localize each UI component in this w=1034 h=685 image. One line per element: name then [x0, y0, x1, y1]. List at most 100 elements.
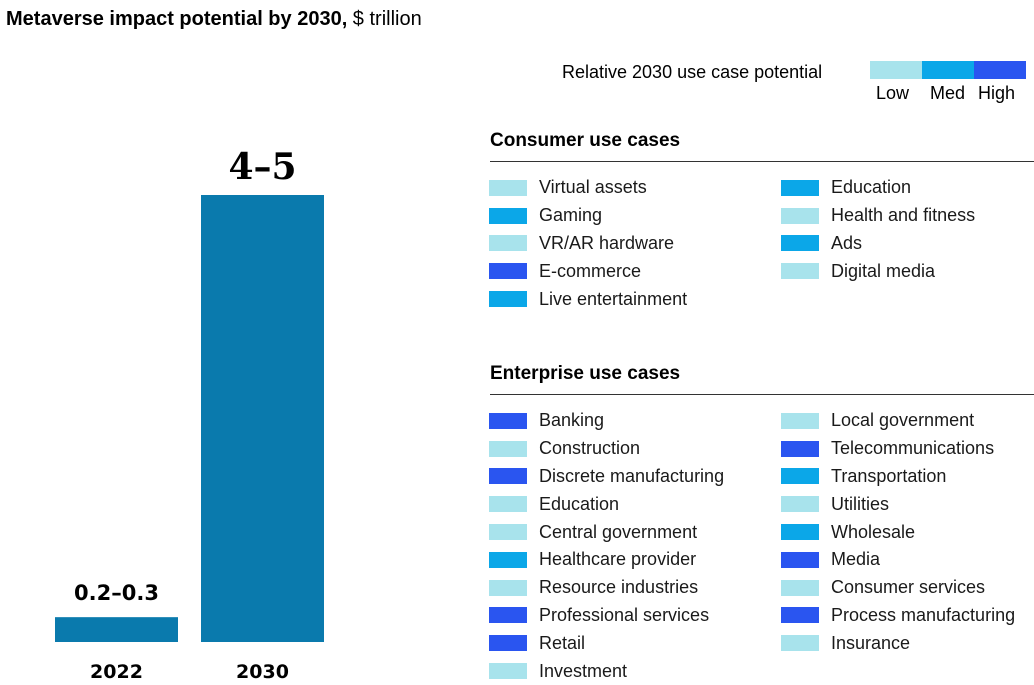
legend-item-label: Gaming [539, 205, 603, 226]
bar-chart: 0.2–0.3 2022 4–5 2030 [55, 146, 324, 683]
legend-item-label: Consumer services [831, 577, 986, 598]
swatch-high [489, 468, 527, 485]
scale-low-label: Low [876, 83, 910, 103]
enterprise-section-title: Enterprise use cases [490, 363, 681, 384]
legend-item-label: Digital media [831, 260, 936, 281]
bar-2022 [55, 617, 178, 642]
legend-item-label: Discrete manufacturing [539, 465, 725, 486]
swatch-high [781, 551, 819, 568]
swatch-low [781, 579, 819, 596]
potential-scale: Relative 2030 use case potential Low Med… [562, 60, 1034, 110]
bar-2030 [201, 195, 324, 642]
legend-item: Utilities [781, 490, 1034, 518]
swatch-low [489, 579, 527, 596]
legend-item-label: Local government [831, 410, 975, 431]
swatch-low [489, 663, 527, 680]
legend-item-label: Ads [831, 232, 863, 253]
legend-item-label: Investment [539, 660, 628, 681]
consumer-section-title: Consumer use cases [490, 130, 681, 151]
enterprise-divider [490, 394, 1034, 395]
legend-item-label: Virtual assets [539, 177, 647, 198]
swatch-low [781, 635, 819, 652]
swatch-low [781, 496, 819, 513]
legend-item-label: Health and fitness [831, 205, 976, 226]
swatch-low [781, 263, 819, 280]
legend-item: Consumer services [781, 574, 1034, 602]
legend-item-label: Resource industries [539, 577, 699, 598]
legend-item-label: Media [831, 549, 881, 570]
scale-high-swatch [974, 61, 1026, 79]
scale-high-label: High [978, 83, 1016, 103]
legend-item: Gaming [489, 202, 781, 230]
legend-item: Resource industries [489, 574, 781, 602]
swatch-med [781, 235, 819, 252]
swatch-low [489, 524, 527, 541]
legend-item: Health and fitness [781, 202, 1034, 230]
legend-item: Insurance [781, 629, 1034, 657]
swatch-low [489, 496, 527, 513]
legend-item-label: Healthcare provider [539, 549, 697, 570]
legend-item-label: Education [831, 177, 912, 198]
legend-item-label: E-commerce [539, 260, 642, 281]
swatch-high [489, 263, 527, 280]
swatch-low [489, 235, 527, 252]
legend-item: Education [489, 490, 781, 518]
legend-item: Banking [489, 407, 781, 435]
swatch-med [781, 468, 819, 485]
value-label-2030: 4–5 [228, 146, 296, 188]
legend-item: Wholesale [781, 518, 1034, 546]
swatch-high [489, 412, 527, 429]
legend-item-label: Wholesale [831, 521, 916, 542]
legend-item: VR/AR hardware [489, 230, 781, 258]
legend-item-label: Construction [539, 438, 641, 459]
legend-item-label: Education [539, 493, 620, 514]
swatch-low [781, 412, 819, 429]
legend-item-label: Retail [539, 632, 586, 653]
swatch-low [489, 179, 527, 196]
consumer-divider [490, 161, 1034, 162]
legend-item-label: Live entertainment [539, 288, 688, 309]
legend-item: Investment [489, 657, 781, 685]
legend-item-label: Professional services [539, 604, 710, 625]
legend-item: Central government [489, 518, 781, 546]
swatch-med [781, 179, 819, 196]
category-label-2022: 2022 [90, 661, 143, 683]
legend-item-label: Transportation [831, 465, 947, 486]
value-label-2022: 0.2–0.3 [74, 581, 159, 605]
legend-item: Transportation [781, 463, 1034, 491]
swatch-high [781, 607, 819, 624]
legend-item-label: Central government [539, 521, 698, 542]
category-label-2030: 2030 [236, 661, 289, 683]
legend-item: Media [781, 546, 1034, 574]
swatch-med [781, 524, 819, 541]
swatch-low [781, 207, 819, 224]
swatch-med [489, 551, 527, 568]
chart-title-unit: $ trillion [347, 8, 422, 30]
scale-color-bar [870, 61, 1026, 79]
chart-title-main: Metaverse impact potential by 2030, [6, 8, 348, 30]
legend-item-label: Insurance [831, 632, 911, 653]
legend-item: Discrete manufacturing [489, 463, 781, 491]
scale-med-label: Med [930, 83, 966, 103]
legend-item: Retail [489, 629, 781, 657]
legend-item: Virtual assets [489, 174, 781, 202]
legend-item-label: Utilities [831, 493, 890, 514]
legend-item: Ads [781, 230, 1034, 258]
legend-item-label: VR/AR hardware [539, 232, 675, 253]
legend-item: Healthcare provider [489, 546, 781, 574]
enterprise-use-case-list: Banking Construction Discrete manufacturin… [489, 407, 1034, 685]
legend-item: Professional services [489, 602, 781, 630]
legend-item: E-commerce [489, 257, 781, 285]
legend-item-label: Telecommunications [831, 438, 995, 459]
swatch-high [781, 440, 819, 457]
legend-item: Local government [781, 407, 1034, 435]
scale-label: Relative 2030 use case potential [562, 62, 823, 82]
scale-low-swatch [870, 61, 922, 79]
chart-title: Metaverse impact potential by 2030, $ tr… [6, 8, 422, 31]
legend-item-label: Banking [539, 410, 605, 431]
legend-item-label: Process manufacturing [831, 604, 1016, 625]
swatch-high [489, 635, 527, 652]
swatch-high [489, 607, 527, 624]
legend-item: Live entertainment [489, 285, 781, 313]
legend-item: Telecommunications [781, 435, 1034, 463]
